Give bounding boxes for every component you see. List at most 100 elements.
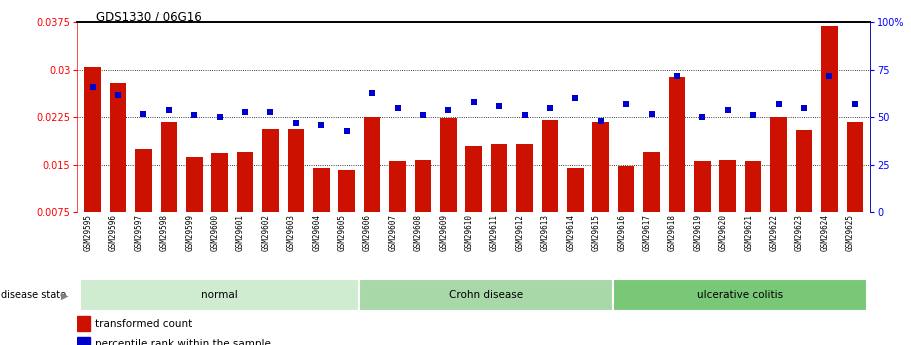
Text: GSM29613: GSM29613	[541, 214, 550, 250]
Bar	[542, 120, 558, 259]
Point	[492, 103, 507, 109]
Bar	[592, 122, 609, 259]
Bar	[415, 160, 431, 259]
Bar	[237, 152, 253, 259]
Text: GSM29616: GSM29616	[617, 214, 626, 250]
Bar	[135, 149, 152, 259]
Text: GSM29603: GSM29603	[287, 214, 296, 250]
Point	[111, 92, 126, 97]
Bar	[846, 122, 863, 259]
Text: GSM29598: GSM29598	[160, 214, 169, 250]
Text: GSM29600: GSM29600	[210, 214, 220, 250]
Text: GSM29625: GSM29625	[845, 214, 855, 250]
Point	[619, 101, 633, 107]
Text: GSM29624: GSM29624	[821, 214, 829, 250]
Text: GSM29607: GSM29607	[388, 214, 397, 250]
Point	[772, 101, 786, 107]
Bar	[745, 161, 762, 259]
Text: GSM29614: GSM29614	[567, 214, 576, 250]
Bar	[80, 279, 360, 311]
Bar	[288, 129, 304, 259]
Text: GSM29618: GSM29618	[668, 214, 677, 250]
Text: GSM29615: GSM29615	[592, 214, 600, 250]
Text: percentile rank within the sample: percentile rank within the sample	[95, 339, 271, 345]
Bar	[211, 153, 228, 259]
Text: GSM29617: GSM29617	[642, 214, 651, 250]
Point	[212, 115, 227, 120]
Text: GSM29622: GSM29622	[770, 214, 779, 250]
Point	[390, 105, 404, 110]
Point	[796, 105, 811, 110]
Bar	[694, 161, 711, 259]
Text: GSM29612: GSM29612	[516, 214, 525, 250]
Point	[670, 73, 684, 78]
Point	[340, 128, 354, 133]
Point	[695, 115, 710, 120]
Point	[644, 111, 659, 116]
Point	[314, 122, 329, 128]
Bar	[643, 152, 660, 259]
Bar	[360, 279, 613, 311]
Bar	[618, 166, 634, 259]
Point	[543, 105, 558, 110]
Point	[289, 120, 303, 126]
Point	[137, 111, 151, 116]
Point	[568, 96, 583, 101]
Point	[238, 109, 252, 114]
Bar	[613, 279, 867, 311]
Text: GSM29606: GSM29606	[363, 214, 372, 250]
Text: ▶: ▶	[61, 290, 68, 300]
Text: GSM29623: GSM29623	[795, 214, 804, 250]
Point	[721, 107, 735, 112]
Text: GSM29620: GSM29620	[719, 214, 728, 250]
Point	[263, 109, 278, 114]
Bar	[77, 337, 90, 345]
Text: GSM29611: GSM29611	[490, 214, 499, 250]
Text: disease state: disease state	[1, 290, 66, 300]
Bar	[262, 129, 279, 259]
Bar	[567, 168, 584, 259]
Text: Crohn disease: Crohn disease	[449, 290, 524, 300]
Bar	[363, 117, 381, 259]
Text: GSM29619: GSM29619	[693, 214, 702, 250]
Point	[822, 73, 836, 78]
Text: GSM29602: GSM29602	[261, 214, 271, 250]
Point	[187, 112, 201, 118]
Bar	[517, 144, 533, 259]
Point	[593, 118, 608, 124]
Text: GDS1330 / 06G16: GDS1330 / 06G16	[96, 10, 201, 23]
Text: GSM29595: GSM29595	[84, 214, 93, 250]
Bar	[720, 160, 736, 259]
Bar	[466, 146, 482, 259]
Point	[466, 99, 481, 105]
Bar	[669, 77, 685, 259]
Text: transformed count: transformed count	[95, 318, 192, 328]
Bar	[491, 145, 507, 259]
Point	[364, 90, 379, 95]
Bar	[795, 130, 813, 259]
Text: GSM29605: GSM29605	[338, 214, 347, 250]
Text: GSM29621: GSM29621	[744, 214, 753, 250]
Text: GSM29604: GSM29604	[312, 214, 322, 250]
Point	[415, 112, 430, 118]
Text: GSM29608: GSM29608	[414, 214, 423, 250]
Text: GSM29597: GSM29597	[135, 214, 144, 250]
Point	[161, 107, 176, 112]
Point	[746, 112, 761, 118]
Bar	[771, 117, 787, 259]
Text: normal: normal	[201, 290, 238, 300]
Bar	[110, 82, 127, 259]
Point	[86, 84, 100, 90]
Text: GSM29599: GSM29599	[185, 214, 194, 250]
Bar	[339, 170, 355, 259]
Bar	[440, 118, 456, 259]
Text: GSM29610: GSM29610	[465, 214, 474, 250]
Bar	[389, 161, 405, 259]
Bar	[77, 316, 90, 331]
Point	[517, 112, 532, 118]
Text: GSM29609: GSM29609	[439, 214, 448, 250]
Bar	[85, 67, 101, 259]
Point	[441, 107, 456, 112]
Text: GSM29601: GSM29601	[236, 214, 245, 250]
Bar	[186, 157, 202, 259]
